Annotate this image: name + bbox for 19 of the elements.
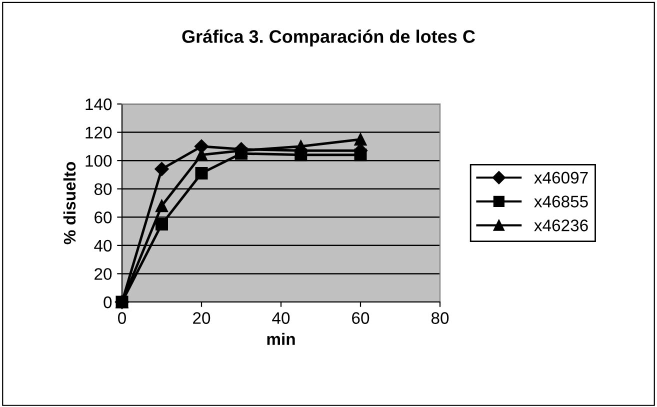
y-tick-label: 40 xyxy=(94,240,112,252)
legend-label: x46097 xyxy=(534,172,588,184)
y-tick-label: 80 xyxy=(94,183,112,196)
y-tick-label: 0 xyxy=(104,296,112,308)
y-tick-label: 100 xyxy=(86,154,112,167)
y-axis-title: % disuelto xyxy=(63,162,76,244)
x-tick-label: 80 xyxy=(431,312,449,324)
x-tick-label: 0 xyxy=(118,312,126,324)
legend-label: x46855 xyxy=(534,196,588,208)
y-tick-label: 20 xyxy=(94,268,112,280)
y-tick-label: 60 xyxy=(94,212,112,224)
y-tick-label: 140 xyxy=(86,98,112,110)
x-tick-label: 20 xyxy=(193,312,210,324)
legend-label: x46236 xyxy=(534,220,588,232)
x-tick-label: 40 xyxy=(272,312,290,324)
x-axis-title: min xyxy=(267,332,295,345)
chart-title: Gráfica 3. Comparación de lotes C xyxy=(182,30,476,46)
y-tick-label: 120 xyxy=(86,126,112,138)
x-tick-label: 60 xyxy=(352,312,370,324)
